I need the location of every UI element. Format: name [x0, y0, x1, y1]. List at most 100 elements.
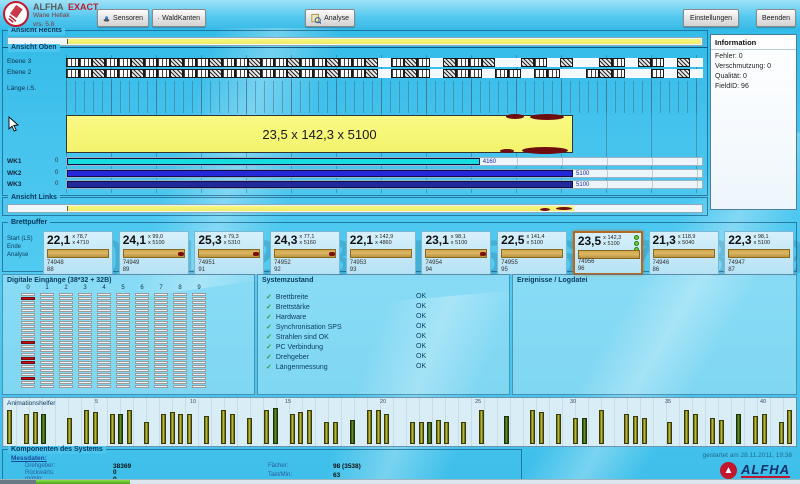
digital-input-cell — [116, 297, 130, 300]
sensor-block — [534, 69, 547, 78]
digital-input-cell — [59, 297, 73, 300]
laenge-label: Länge i.S. — [7, 85, 37, 92]
digital-col-header: 8 — [178, 285, 182, 291]
digital-input-cell — [116, 325, 130, 328]
digital-input-cell — [97, 313, 111, 316]
buffer-card[interactable]: 22,3 x 98,1 x 5100 74947 87 — [724, 231, 795, 275]
sensor-block — [79, 69, 92, 78]
digital-input-cell — [135, 361, 149, 364]
sensor-block — [170, 58, 183, 67]
ebene3-label: Ebene 3 — [7, 58, 32, 65]
animation-bar — [753, 416, 759, 444]
messdaten-link[interactable]: Messdaten: — [11, 455, 47, 462]
digital-input-cell — [40, 329, 54, 332]
sensor-block — [612, 69, 625, 78]
animation-bar — [272, 408, 278, 444]
buffer-card[interactable]: 24,3 x 77,1 x 5160 74952 92 — [270, 231, 341, 275]
digital-input-cell — [116, 385, 130, 388]
beenden-button[interactable]: Beenden — [756, 9, 796, 27]
card-board-id: 74955 — [501, 260, 518, 266]
card-field-number: 88 — [47, 267, 54, 273]
animation-bar-slot — [400, 404, 409, 444]
system-status-item: ✓ PC Verbindung OK — [266, 343, 426, 351]
animation-bar — [289, 414, 295, 444]
sensor-block — [404, 58, 417, 67]
sensor-block — [482, 58, 495, 67]
buffer-card[interactable]: 23,1 x 98,1 x 5100 74954 94 — [421, 231, 492, 275]
status-name: Hardware — [275, 314, 307, 321]
sensor-block — [157, 58, 170, 67]
sensor-gap — [573, 69, 586, 78]
digital-input-cell — [59, 293, 73, 296]
digital-input-cell — [40, 357, 54, 360]
animation-bar-slot — [442, 404, 451, 444]
progress-fill — [36, 480, 130, 484]
animation-bar-slot — [786, 404, 795, 444]
animationshelfer-label: Animationshelfer — [7, 400, 56, 407]
buffer-card[interactable]: 24,1 x 99,0 x 5100 74949 89 — [118, 231, 189, 275]
card-dimensions: 23,5 x 142,3 x 5100 — [578, 235, 621, 247]
wk-length-value: 4160 — [482, 159, 497, 165]
animation-bar-slot — [666, 404, 675, 444]
digital-input-cell — [40, 305, 54, 308]
animation-bar-slot — [31, 404, 40, 444]
animation-bar — [32, 412, 38, 444]
sensor-block — [92, 58, 105, 67]
card-board-thumbnail — [47, 249, 109, 258]
digital-input-cell — [116, 365, 130, 368]
sensor-block — [157, 69, 170, 78]
sensor-block — [183, 69, 196, 78]
buffer-card[interactable]: 22,1 x 142,9 x 4860 74953 93 — [345, 231, 416, 275]
card-width: x 142,9 — [375, 234, 394, 240]
digital-input-cell — [173, 317, 187, 320]
systemzustand-title: Systemzustand — [262, 277, 314, 284]
animation-bar — [23, 414, 29, 444]
digital-input-cell — [116, 337, 130, 340]
digital-input-cell — [116, 345, 130, 348]
sensoren-button[interactable]: Sensoren — [97, 9, 149, 27]
digital-input-cell — [78, 381, 92, 384]
animation-bar-slot — [151, 404, 160, 444]
analyse-button[interactable]: Analyse — [305, 9, 355, 27]
sensor-block — [521, 58, 534, 67]
animation-bar — [92, 412, 98, 444]
card-thickness: 23,1 — [425, 233, 449, 247]
check-icon: ✓ — [266, 354, 272, 361]
buffer-card[interactable]: 22,5 x 141,4 x 5100 74955 95 — [497, 231, 568, 275]
digital-input-cell — [135, 353, 149, 356]
digital-input-cell — [135, 333, 149, 336]
buffer-card[interactable]: 21,3 x 118,9 x 5040 74946 86 — [648, 231, 719, 275]
digital-input-cell — [59, 377, 73, 380]
buffer-card[interactable]: 25,3 x 79,3 x 5310 74951 91 — [194, 231, 265, 275]
digital-input-cell — [78, 301, 92, 304]
green-dot — [633, 241, 639, 246]
digital-input-cell — [78, 333, 92, 336]
digital-input-cell — [173, 325, 187, 328]
card-subdims: x 99,0 x 5100 — [148, 234, 165, 246]
animation-bar — [109, 414, 115, 444]
einstellungen-button[interactable]: Einstellungen — [683, 9, 739, 27]
card-length: x 5100 — [450, 240, 468, 246]
animation-bar-slot — [614, 404, 623, 444]
buffer-card[interactable]: 22,1 x 78,7 x 4710 74948 88 — [43, 231, 113, 275]
waldkanten-button[interactable]: WaldKanten — [152, 9, 206, 27]
digital-input-cell — [59, 301, 73, 304]
waldkanten-button-label: WaldKanten — [162, 14, 200, 22]
sensor-block — [313, 58, 326, 67]
wk-row-label: WK3 — [7, 181, 22, 188]
sensor-block — [443, 69, 456, 78]
digital-input-cell — [78, 345, 92, 348]
buffer-card[interactable]: 23,5 x 142,3 x 5100 74956 96 — [572, 231, 643, 275]
digital-input-cell — [192, 313, 206, 316]
app-logo-icon — [3, 1, 29, 27]
digital-input-cell — [154, 377, 168, 380]
alfha-logo-icon: ▲ — [719, 462, 737, 479]
digital-input-cell — [154, 381, 168, 384]
sensor-gap — [638, 69, 651, 78]
sensor-block — [66, 58, 79, 67]
animation-bar-slot — [768, 404, 777, 444]
sensor-block — [222, 69, 235, 78]
digital-input-cell — [59, 369, 73, 372]
digital-input-cell — [135, 325, 149, 328]
